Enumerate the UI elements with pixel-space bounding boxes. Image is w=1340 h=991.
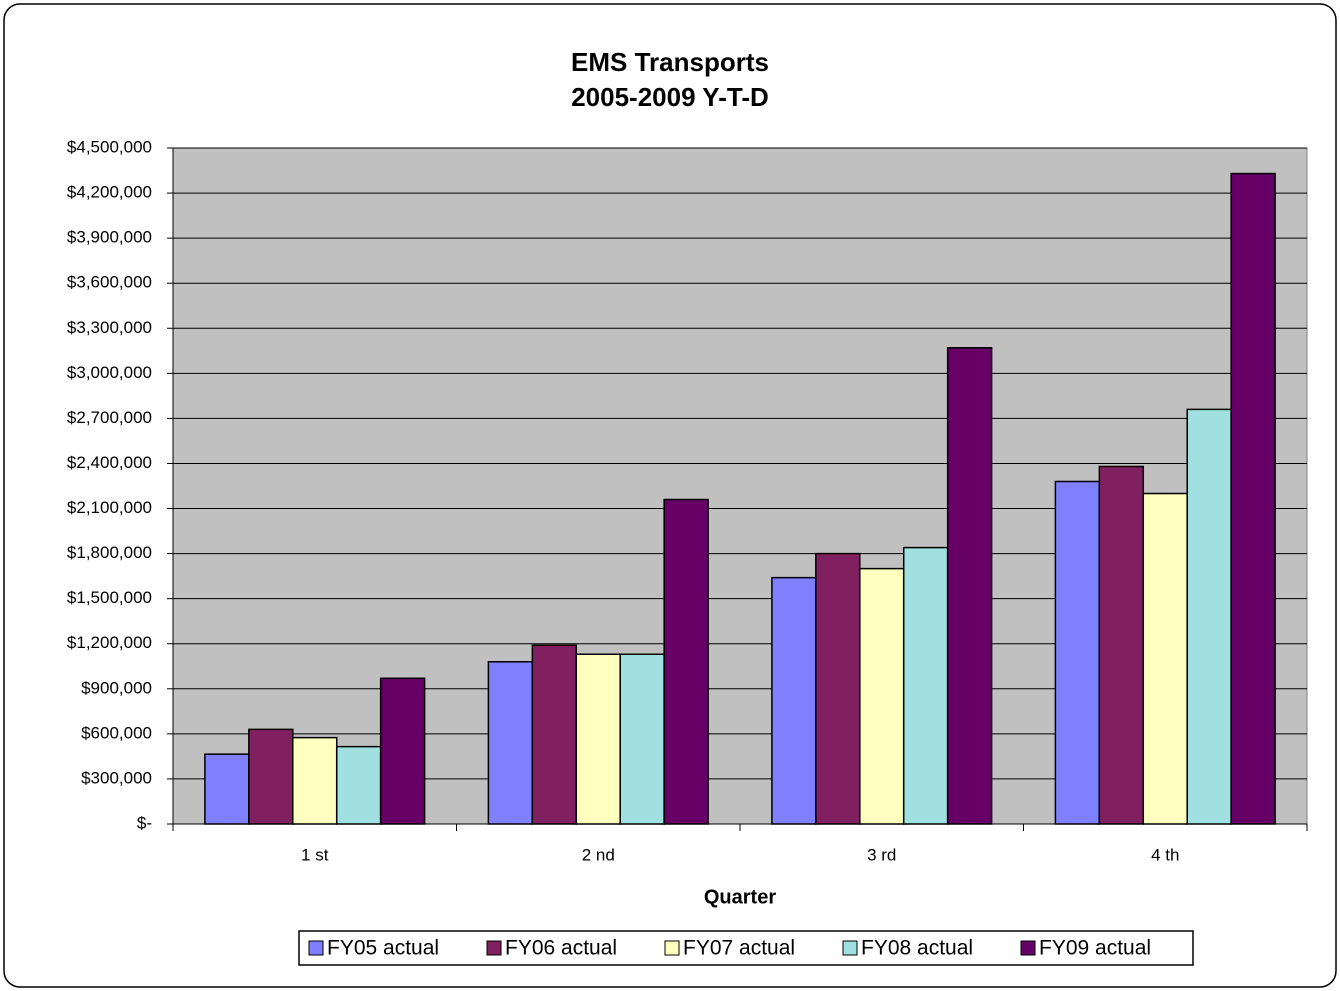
legend-swatch [308,940,324,956]
y-tick-label: $3,000,000 [67,363,152,382]
legend-swatch [664,940,680,956]
bar [1054,480,1101,825]
chart-subtitle: 2005-2009 Y-T-D [571,82,769,112]
x-tick-label: 4 th [1151,845,1179,864]
bar [248,728,294,825]
y-tick-label: $2,100,000 [67,498,152,517]
bar [204,753,250,825]
y-tick-label: $3,600,000 [67,273,152,292]
bar [619,653,665,825]
bar [815,552,861,825]
y-tick-label: $3,900,000 [67,228,152,247]
y-tick-label: $900,000 [81,678,152,697]
bar [1098,465,1145,825]
legend-swatch [1020,940,1036,956]
y-tick-label: $1,200,000 [67,633,152,652]
y-tick-label: $600,000 [81,723,152,742]
legend-swatch [842,940,858,956]
bar [771,576,817,825]
legend-box [298,930,1194,966]
bar [1186,408,1232,825]
bar [946,347,993,825]
bar [859,567,905,825]
y-tick-label: $1,500,000 [67,588,152,607]
legend-label: FY07 actual [683,937,795,960]
x-axis-title: Quarter [704,886,776,908]
legend-label: FY06 actual [505,937,617,960]
bar [1230,172,1276,825]
y-tick-label: $300,000 [81,768,152,787]
bar [663,498,709,825]
legend-label: FY05 actual [327,937,439,960]
bar [335,745,382,825]
bar [575,653,621,825]
y-tick-label: $2,700,000 [67,408,152,427]
x-tick-label: 1 st [301,845,329,864]
bar [487,661,534,825]
y-tick-label: $1,800,000 [67,543,152,562]
y-tick-label: $- [137,813,152,832]
y-tick-label: $4,500,000 [67,137,152,156]
bar [1142,492,1188,825]
legend-label: FY09 actual [1039,937,1151,960]
bar [292,736,338,825]
chart-title: EMS Transports [571,47,769,77]
x-tick-label: 3 rd [867,845,896,864]
bar [531,644,578,825]
x-tick-label: 2 nd [582,845,615,864]
y-tick-label: $3,300,000 [67,318,152,337]
y-tick-label: $4,200,000 [67,183,152,202]
legend-swatch [486,940,502,956]
y-tick-label: $2,400,000 [67,453,152,472]
legend-label: FY08 actual [861,937,973,960]
bar [379,677,426,825]
bar [902,546,949,825]
